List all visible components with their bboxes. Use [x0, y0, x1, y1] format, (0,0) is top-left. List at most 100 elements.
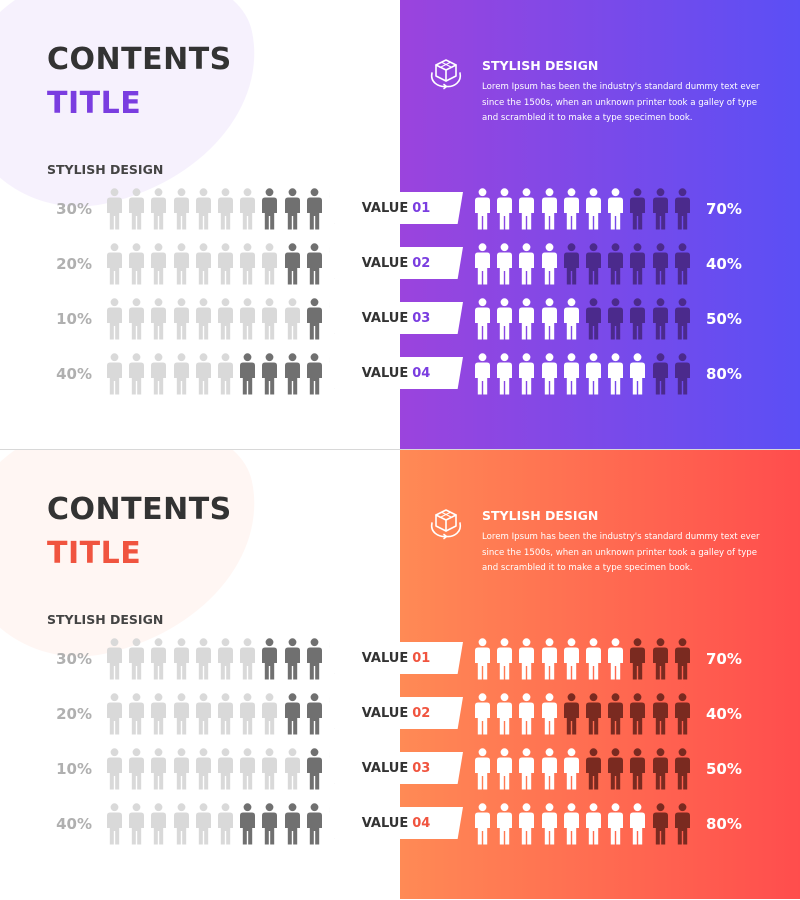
person-icon [541, 638, 557, 680]
person-icon [218, 353, 233, 395]
left-percentage: 20% [56, 255, 92, 273]
person-icon [630, 353, 646, 395]
value-row-3: 10% VALUE 03 50% [0, 748, 800, 792]
person-icon [306, 353, 322, 395]
person-icon [608, 803, 624, 845]
person-icon [586, 188, 601, 230]
person-icon [630, 188, 646, 230]
person-icon [497, 353, 513, 395]
value-label-number: 03 [412, 760, 431, 776]
left-percentage: 20% [56, 705, 92, 723]
person-icon [563, 803, 579, 845]
person-icon [563, 243, 579, 285]
person-icon [218, 188, 233, 230]
value-label-word: VALUE [361, 815, 409, 831]
person-icon [151, 243, 167, 285]
person-icon [129, 353, 145, 395]
person-icon [541, 693, 557, 735]
person-icon [475, 243, 490, 285]
person-icon [497, 298, 513, 340]
person-icon [107, 693, 122, 735]
person-icon [541, 188, 557, 230]
feature-title: STYLISH DESIGN [482, 508, 599, 523]
cube-rotate-icon [430, 509, 462, 540]
person-icon [497, 638, 513, 680]
person-icon [284, 638, 300, 680]
person-icon [107, 298, 122, 340]
section-subheading: STYLISH DESIGN [47, 612, 164, 627]
person-icon [284, 693, 300, 735]
value-label-number: 04 [412, 365, 431, 381]
person-icon [173, 243, 189, 285]
value-label-number: 04 [412, 815, 431, 831]
person-icon [630, 298, 646, 340]
person-icon [652, 243, 668, 285]
person-icon [218, 243, 233, 285]
value-row-2: 20% VALUE 02 40% [0, 243, 800, 287]
person-icon [129, 693, 145, 735]
right-percentage: 70% [706, 650, 742, 668]
value-label-number: 01 [412, 200, 431, 216]
person-icon [674, 298, 690, 340]
person-icon [240, 188, 256, 230]
person-icon [586, 243, 601, 285]
person-icon [151, 188, 167, 230]
person-icon [541, 748, 557, 790]
person-icon [218, 748, 233, 790]
person-icon [563, 298, 579, 340]
right-percentage: 50% [706, 760, 742, 778]
person-icon [519, 243, 535, 285]
person-icon [218, 693, 233, 735]
person-icon [218, 638, 233, 680]
left-percentage: 10% [56, 310, 92, 328]
person-icon [563, 188, 579, 230]
person-icon [151, 638, 167, 680]
value-label: VALUE 03 [329, 302, 463, 334]
right-percentage: 80% [706, 815, 742, 833]
right-percentage: 80% [706, 365, 742, 383]
person-icon [674, 243, 690, 285]
person-icon [497, 693, 513, 735]
value-label-word: VALUE [361, 310, 409, 326]
person-icon [151, 298, 167, 340]
person-icon [519, 298, 535, 340]
person-icon [674, 188, 690, 230]
value-label-word: VALUE [361, 365, 409, 381]
person-icon [240, 748, 256, 790]
value-label-word: VALUE [361, 705, 409, 721]
value-row-3: 10% VALUE 03 50% [0, 298, 800, 342]
person-icon [541, 803, 557, 845]
value-label: VALUE 02 [329, 247, 463, 279]
person-icon [630, 693, 646, 735]
person-icon [586, 638, 601, 680]
person-icon [262, 353, 278, 395]
person-icon [218, 298, 233, 340]
person-icon [497, 803, 513, 845]
value-label: VALUE 04 [329, 357, 463, 389]
person-icon [475, 748, 490, 790]
right-percentage: 40% [706, 255, 742, 273]
person-icon [475, 803, 490, 845]
person-icon [173, 353, 189, 395]
person-icon [284, 243, 300, 285]
person-icon [306, 638, 322, 680]
feature-title: STYLISH DESIGN [482, 58, 599, 73]
person-icon [608, 748, 624, 790]
value-label-word: VALUE [361, 760, 409, 776]
person-icon [652, 748, 668, 790]
person-icon [284, 298, 300, 340]
person-icon [107, 748, 122, 790]
person-icon [240, 803, 256, 845]
person-icon [173, 748, 189, 790]
person-icon [129, 243, 145, 285]
person-icon [240, 638, 256, 680]
person-icon [630, 748, 646, 790]
person-icon [586, 693, 601, 735]
person-icon [652, 638, 668, 680]
person-icon [652, 188, 668, 230]
person-icon [608, 298, 624, 340]
person-icon [151, 803, 167, 845]
person-icon [284, 188, 300, 230]
person-icon [519, 748, 535, 790]
value-label: VALUE 01 [329, 642, 463, 674]
